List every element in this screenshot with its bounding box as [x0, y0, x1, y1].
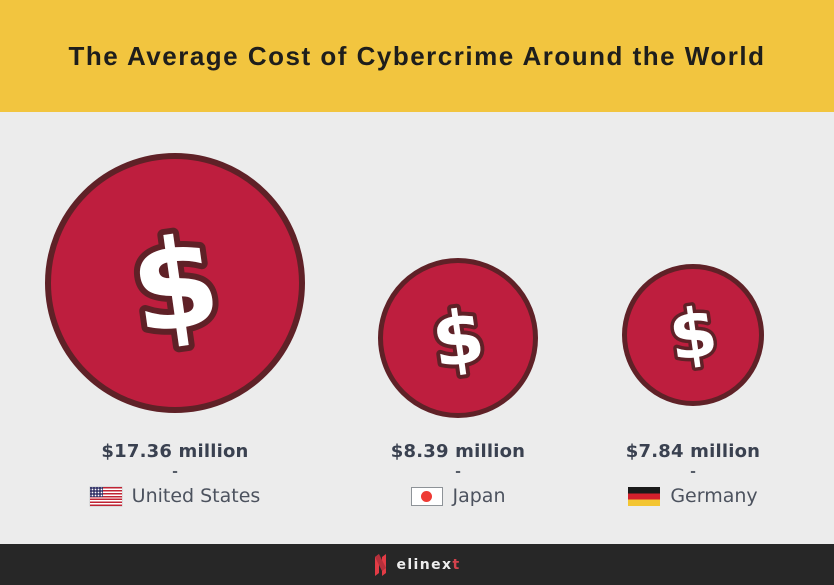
separator-dash: - [172, 464, 178, 480]
brand-accent: t [452, 556, 461, 573]
country-column-united-states: $ $17.36 million - United States [15, 112, 335, 507]
country-name-germany: Germany [670, 485, 758, 507]
country-column-germany: $ $7.84 million - Germany [533, 112, 834, 507]
japan-flag-icon [410, 486, 443, 506]
separator-dash: - [690, 464, 696, 480]
cost-bubble-united-states: $ [45, 153, 305, 413]
separator-dash: - [455, 464, 461, 480]
elinext-logo-icon [375, 553, 387, 576]
bubble-chart-area: $ $17.36 million - United States $ $8.39… [0, 112, 834, 544]
cost-label-united-states: $17.36 million [101, 441, 249, 462]
bubble-zone-germany: $ [533, 112, 834, 413]
bubble-zone-japan: $ [298, 112, 618, 418]
us-flag-canton [89, 486, 103, 497]
header-band: The Average Cost of Cybercrime Around th… [0, 0, 834, 112]
country-name-japan: Japan [452, 485, 506, 507]
dollar-icon: $ [423, 291, 494, 386]
us-flag-icon [89, 486, 122, 506]
dollar-icon: $ [661, 291, 726, 379]
footer-bar: elinext [0, 544, 834, 585]
svg-text:$: $ [664, 293, 722, 378]
cost-label-germany: $7.84 million [625, 441, 761, 462]
infographic-title: The Average Cost of Cybercrime Around th… [68, 40, 766, 71]
dollar-icon: $ [117, 208, 234, 358]
country-row-germany: Germany [628, 485, 758, 507]
svg-text:$: $ [123, 209, 228, 358]
svg-text:$: $ [427, 292, 490, 384]
country-name-united-states: United States [131, 485, 261, 507]
cost-bubble-japan: $ [378, 258, 538, 418]
germany-flag-icon [628, 486, 661, 506]
cost-bubble-germany: $ [622, 264, 764, 406]
japan-flag-sun [421, 490, 432, 502]
brand-main: elinex [396, 556, 453, 573]
country-row-japan: Japan [410, 485, 506, 507]
country-column-japan: $ $8.39 million - Japan [298, 112, 618, 507]
cost-label-japan: $8.39 million [390, 441, 526, 462]
bubble-zone-united-states: $ [15, 112, 335, 413]
elinext-brand-text: elinext [396, 558, 460, 572]
country-row-united-states: United States [89, 485, 261, 507]
